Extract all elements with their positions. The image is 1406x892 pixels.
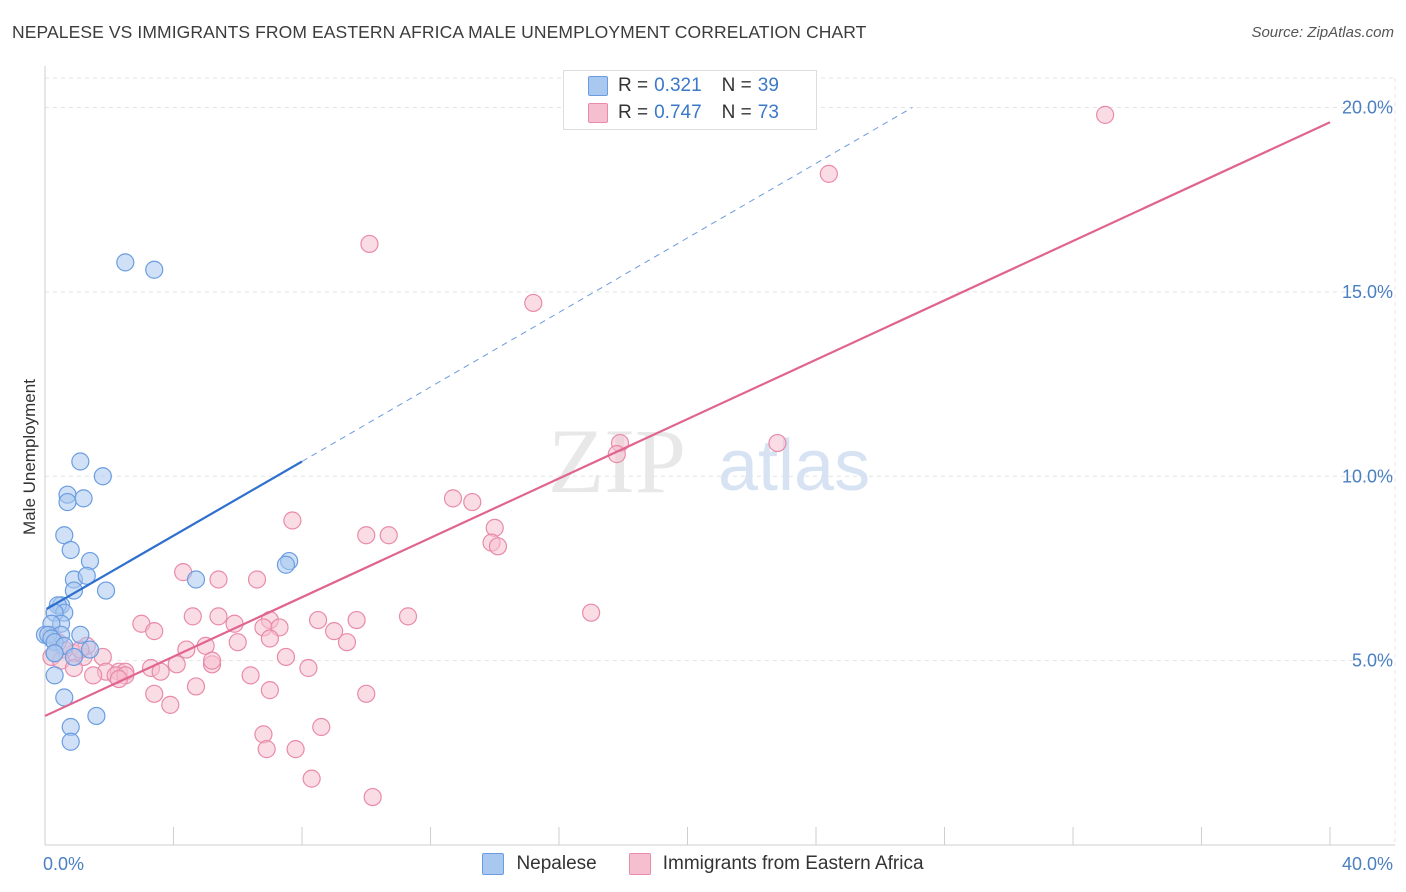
point-nepalese xyxy=(45,644,64,663)
point-eastern-africa xyxy=(247,570,267,589)
point-nepalese xyxy=(186,570,206,589)
point-eastern-africa xyxy=(488,537,508,556)
point-nepalese xyxy=(96,581,116,600)
point-nepalese xyxy=(116,253,135,272)
y-tick-label: 15.0% xyxy=(1342,282,1393,302)
point-eastern-africa xyxy=(209,607,228,626)
y-tick-label: 5.0% xyxy=(1352,651,1393,671)
point-nepalese xyxy=(71,452,90,471)
watermark: ZIP atlas xyxy=(548,410,870,512)
point-eastern-africa xyxy=(286,740,305,759)
point-eastern-africa xyxy=(398,607,418,626)
point-eastern-africa xyxy=(276,647,296,667)
watermark-atlas: atlas xyxy=(718,426,870,506)
point-nepalese xyxy=(276,555,296,574)
legend-label-eastern-africa: Immigrants from Eastern Africa xyxy=(662,853,924,874)
point-nepalese xyxy=(87,706,106,726)
point-eastern-africa xyxy=(325,622,344,641)
point-nepalese xyxy=(77,566,96,585)
point-eastern-africa xyxy=(463,492,482,512)
point-eastern-africa xyxy=(582,603,601,622)
data-points xyxy=(35,105,1115,807)
legend-n-value: 73 xyxy=(757,102,779,123)
point-eastern-africa xyxy=(257,740,276,759)
point-eastern-africa xyxy=(161,695,180,714)
point-nepalese xyxy=(64,647,84,667)
point-eastern-africa xyxy=(768,433,787,453)
point-eastern-africa xyxy=(186,677,206,696)
legend-stats: R = 0.321 N = 39 R = 0.747 N = 73 xyxy=(563,70,817,130)
point-eastern-africa xyxy=(360,234,379,254)
legend-n-value: 39 xyxy=(757,75,779,96)
legend-swatch-eastern-africa xyxy=(628,853,651,875)
x-tick-label: 40.0% xyxy=(1342,854,1393,874)
legend-item-nepalese[interactable]: Nepalese xyxy=(482,853,597,875)
point-eastern-africa xyxy=(363,787,382,807)
y-axis-label: Male Unemployment xyxy=(20,379,39,535)
point-nepalese xyxy=(71,625,90,644)
point-eastern-africa xyxy=(84,666,103,685)
point-eastern-africa xyxy=(357,684,376,703)
point-eastern-africa xyxy=(183,607,202,626)
point-nepalese xyxy=(45,666,64,685)
point-eastern-africa xyxy=(260,681,279,700)
chart-title: NEPALESE VS IMMIGRANTS FROM EASTERN AFRI… xyxy=(12,22,867,42)
point-eastern-africa xyxy=(524,293,543,313)
legend-label-nepalese: Nepalese xyxy=(516,853,597,874)
trend-line-nepalese xyxy=(46,460,303,610)
legend-r-label: R = xyxy=(618,102,649,123)
point-eastern-africa xyxy=(302,769,321,788)
point-nepalese xyxy=(80,640,100,659)
y-tick-label: 20.0% xyxy=(1342,98,1393,118)
legend-r-label: R = xyxy=(618,75,649,96)
point-nepalese xyxy=(145,260,164,279)
point-eastern-africa xyxy=(819,164,838,183)
point-eastern-africa xyxy=(485,518,504,537)
tick-labels: 5.0% 10.0% 15.0% 20.0% 0.0% 40.0% xyxy=(43,98,1393,875)
point-eastern-africa xyxy=(260,629,279,648)
point-eastern-africa xyxy=(145,684,164,703)
point-eastern-africa xyxy=(312,717,331,737)
point-nepalese xyxy=(61,732,80,751)
point-eastern-africa xyxy=(379,526,398,545)
legend-swatch-nepalese xyxy=(482,853,505,875)
x-tick-label: 0.0% xyxy=(43,854,84,874)
point-eastern-africa xyxy=(443,489,463,508)
legend-n-label: N = xyxy=(721,75,752,96)
point-nepalese xyxy=(74,489,93,508)
point-eastern-africa xyxy=(299,658,318,678)
point-nepalese xyxy=(80,551,100,571)
legend-item-eastern-africa[interactable]: Immigrants from Eastern Africa xyxy=(628,853,924,875)
point-eastern-africa xyxy=(283,511,302,530)
point-eastern-africa xyxy=(202,651,222,670)
point-nepalese xyxy=(93,467,112,486)
source-label: Source: ZipAtlas.com xyxy=(1251,24,1394,41)
point-nepalese xyxy=(58,492,77,512)
point-eastern-africa xyxy=(1096,105,1115,124)
point-eastern-africa xyxy=(337,633,357,652)
legend-n-label: N = xyxy=(721,102,752,123)
point-eastern-africa xyxy=(254,725,273,744)
point-eastern-africa xyxy=(241,666,260,685)
point-eastern-africa xyxy=(145,622,164,641)
legend-r-value: 0.321 xyxy=(654,75,702,96)
point-nepalese xyxy=(61,540,80,560)
trend-line-nepalese-extension xyxy=(301,107,913,462)
point-eastern-africa xyxy=(357,526,376,545)
y-tick-label: 10.0% xyxy=(1342,466,1393,486)
legend-row-nepalese: R = 0.321 N = 39 xyxy=(588,75,779,97)
trend-line-eastern-africa xyxy=(44,121,1331,717)
point-eastern-africa xyxy=(209,570,228,589)
legend-swatch-eastern-africa xyxy=(588,103,608,123)
point-eastern-africa xyxy=(347,610,366,630)
legend-row-eastern-africa: R = 0.747 N = 73 xyxy=(588,102,779,124)
legend-r-value: 0.747 xyxy=(654,102,702,123)
trend-lines xyxy=(44,107,1331,717)
point-eastern-africa xyxy=(308,610,328,630)
legend-swatch-nepalese xyxy=(588,76,608,96)
point-eastern-africa xyxy=(228,633,247,652)
legend-series: Nepalese Immigrants from Eastern Africa xyxy=(0,852,1406,876)
point-eastern-africa xyxy=(225,614,244,633)
